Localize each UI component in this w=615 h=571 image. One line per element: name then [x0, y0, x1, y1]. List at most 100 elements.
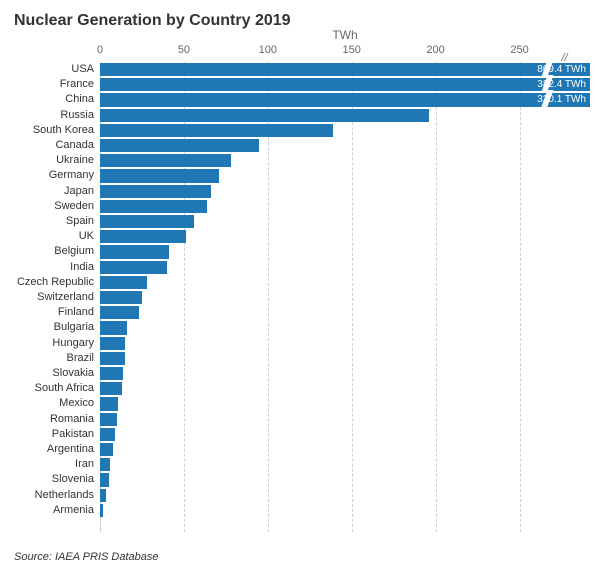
category-label: USA: [71, 62, 100, 77]
category-label: Argentina: [47, 442, 100, 457]
bar-row: Czech Republic: [100, 275, 590, 290]
bar-row: Spain: [100, 214, 590, 229]
bar[interactable]: 330.1 TWh: [100, 93, 590, 106]
category-label: Brazil: [66, 351, 100, 366]
category-label: France: [60, 77, 100, 92]
bar-row: Mexico: [100, 396, 590, 411]
category-label: South Korea: [33, 123, 100, 138]
bar-row: Germany: [100, 168, 590, 183]
bar-row: Armenia: [100, 503, 590, 518]
bar-value-label: 809.4 TWh: [537, 63, 586, 76]
category-label: Germany: [49, 168, 100, 183]
category-label: Switzerland: [37, 290, 100, 305]
bar[interactable]: [100, 139, 259, 152]
bar-row: Netherlands: [100, 488, 590, 503]
bar-row: Iran: [100, 457, 590, 472]
bar[interactable]: [100, 489, 106, 502]
bar[interactable]: [100, 397, 118, 410]
category-label: Netherlands: [35, 488, 100, 503]
bar-row: India: [100, 260, 590, 275]
x-tick-label: 100: [259, 44, 277, 56]
bar-row: UK: [100, 229, 590, 244]
category-label: Pakistan: [52, 427, 100, 442]
bar-row: Hungary: [100, 336, 590, 351]
category-label: Slovakia: [52, 366, 100, 381]
bar[interactable]: [100, 169, 219, 182]
plot-area: 050100150200250//USA809.4 TWhFrance382.4…: [100, 62, 590, 532]
bar-row: Pakistan: [100, 427, 590, 442]
bar-value-label: 382.4 TWh: [537, 78, 586, 91]
category-label: UK: [79, 229, 100, 244]
category-label: Ukraine: [56, 153, 100, 168]
x-tick-label: 250: [510, 44, 528, 56]
bar[interactable]: [100, 321, 127, 334]
category-label: Slovenia: [52, 472, 100, 487]
bar[interactable]: [100, 382, 122, 395]
bar-row: South Africa: [100, 381, 590, 396]
bar-row: USA809.4 TWh: [100, 62, 590, 77]
bar[interactable]: [100, 458, 110, 471]
bar[interactable]: [100, 230, 186, 243]
bar[interactable]: [100, 185, 211, 198]
category-label: Russia: [60, 108, 100, 123]
bar[interactable]: [100, 473, 109, 486]
bar-row: France382.4 TWh: [100, 77, 590, 92]
bar[interactable]: [100, 413, 117, 426]
bar-row: Switzerland: [100, 290, 590, 305]
bar-row: South Korea: [100, 123, 590, 138]
bar[interactable]: [100, 291, 142, 304]
bar[interactable]: [100, 124, 333, 137]
bar-row: China330.1 TWh: [100, 92, 590, 107]
bar[interactable]: [100, 200, 207, 213]
category-label: Finland: [58, 305, 100, 320]
bar[interactable]: [100, 504, 103, 517]
category-label: Canada: [55, 138, 100, 153]
bar-row: Belgium: [100, 244, 590, 259]
category-label: Iran: [75, 457, 100, 472]
bar[interactable]: [100, 261, 167, 274]
bar-row: Slovenia: [100, 472, 590, 487]
bar[interactable]: [100, 276, 147, 289]
x-tick-label: 50: [178, 44, 190, 56]
category-label: Japan: [64, 184, 100, 199]
bar-row: Sweden: [100, 199, 590, 214]
category-label: Bulgaria: [54, 320, 100, 335]
category-label: Romania: [50, 412, 100, 427]
bar-row: Russia: [100, 108, 590, 123]
bar-row: Ukraine: [100, 153, 590, 168]
bar-row: Brazil: [100, 351, 590, 366]
category-label: Czech Republic: [17, 275, 100, 290]
x-tick-label: 0: [97, 44, 103, 56]
category-label: Mexico: [59, 396, 100, 411]
bar[interactable]: [100, 215, 194, 228]
x-tick-label: 150: [343, 44, 361, 56]
bar-row: Finland: [100, 305, 590, 320]
category-label: Armenia: [53, 503, 100, 518]
category-label: South Africa: [35, 381, 100, 396]
bar[interactable]: [100, 245, 169, 258]
bar[interactable]: [100, 352, 125, 365]
bar-row: Slovakia: [100, 366, 590, 381]
category-label: China: [65, 92, 100, 107]
bar[interactable]: [100, 367, 123, 380]
bar[interactable]: [100, 306, 139, 319]
category-label: Sweden: [54, 199, 100, 214]
bar-row: Canada: [100, 138, 590, 153]
category-label: Belgium: [54, 244, 100, 259]
category-label: Hungary: [52, 336, 100, 351]
x-tick-label: 200: [426, 44, 444, 56]
bar[interactable]: [100, 428, 115, 441]
bar[interactable]: [100, 443, 113, 456]
bar[interactable]: 809.4 TWh: [100, 63, 590, 76]
bar[interactable]: [100, 109, 429, 122]
bar[interactable]: 382.4 TWh: [100, 78, 590, 91]
bar-row: Bulgaria: [100, 320, 590, 335]
bar[interactable]: [100, 337, 125, 350]
bar-row: Romania: [100, 412, 590, 427]
source-text: Source: IAEA PRIS Database: [14, 551, 159, 563]
bar[interactable]: [100, 154, 231, 167]
bar-row: Argentina: [100, 442, 590, 457]
x-axis-title: TWh: [100, 28, 590, 42]
bar-value-label: 330.1 TWh: [537, 93, 586, 106]
bar-row: Japan: [100, 184, 590, 199]
